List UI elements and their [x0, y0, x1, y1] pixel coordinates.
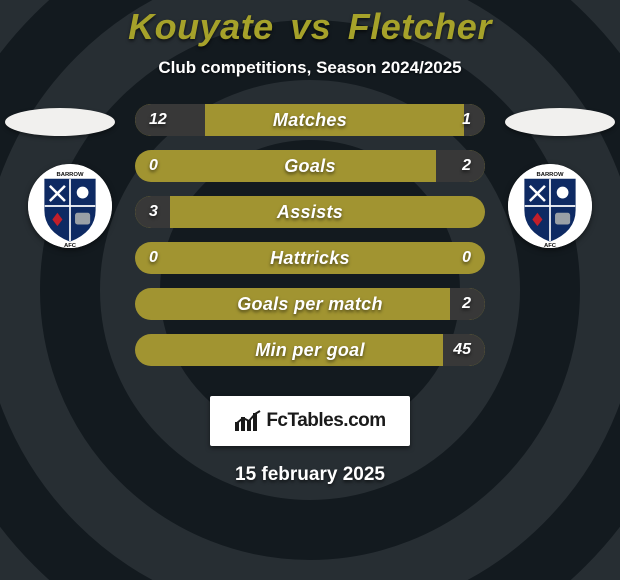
subtitle: Club competitions, Season 2024/2025: [158, 58, 461, 78]
crest-icon: BARROW AFC: [28, 164, 112, 248]
svg-text:AFC: AFC: [544, 243, 557, 248]
bar-label: Min per goal: [135, 334, 485, 366]
date-text: 15 february 2025: [235, 464, 385, 486]
title-right: Fletcher: [348, 6, 492, 47]
logo-brand: FcTables: [266, 410, 343, 431]
bar-label: Hattricks: [135, 242, 485, 274]
chart-bars-icon: [234, 410, 262, 432]
svg-text:AFC: AFC: [64, 243, 77, 248]
title-left: Kouyate: [128, 6, 274, 47]
svg-text:BARROW: BARROW: [536, 172, 563, 178]
player-oval-left: [5, 108, 115, 136]
bar-label: Matches: [135, 104, 485, 136]
stat-bar-row: 00Hattricks: [135, 242, 485, 274]
comparison-panel: BARROW AFC BARROW AFC 121Matche: [0, 104, 620, 364]
page-title: Kouyate vs Fletcher: [128, 6, 492, 48]
player-oval-right: [505, 108, 615, 136]
logo-suffix: .com: [343, 410, 385, 431]
bar-label: Goals: [135, 150, 485, 182]
source-logo: FcTables.com: [210, 396, 410, 446]
club-badge-right: BARROW AFC: [508, 164, 592, 248]
stat-bar-row: 2Goals per match: [135, 288, 485, 320]
stat-bars: 121Matches 02Goals 3Assists 00Hattricks 2Goa…: [135, 104, 485, 366]
stat-bar-row: 02Goals: [135, 150, 485, 182]
stat-bar-row: 3Assists: [135, 196, 485, 228]
bar-label: Assists: [135, 196, 485, 228]
stat-bar-row: 45Min per goal: [135, 334, 485, 366]
source-logo-text: FcTables.com: [266, 410, 385, 432]
crest-icon: BARROW AFC: [508, 164, 592, 248]
title-vs: vs: [290, 6, 331, 47]
svg-text:BARROW: BARROW: [56, 172, 83, 178]
club-badge-left: BARROW AFC: [28, 164, 112, 248]
bar-label: Goals per match: [135, 288, 485, 320]
stat-bar-row: 121Matches: [135, 104, 485, 136]
